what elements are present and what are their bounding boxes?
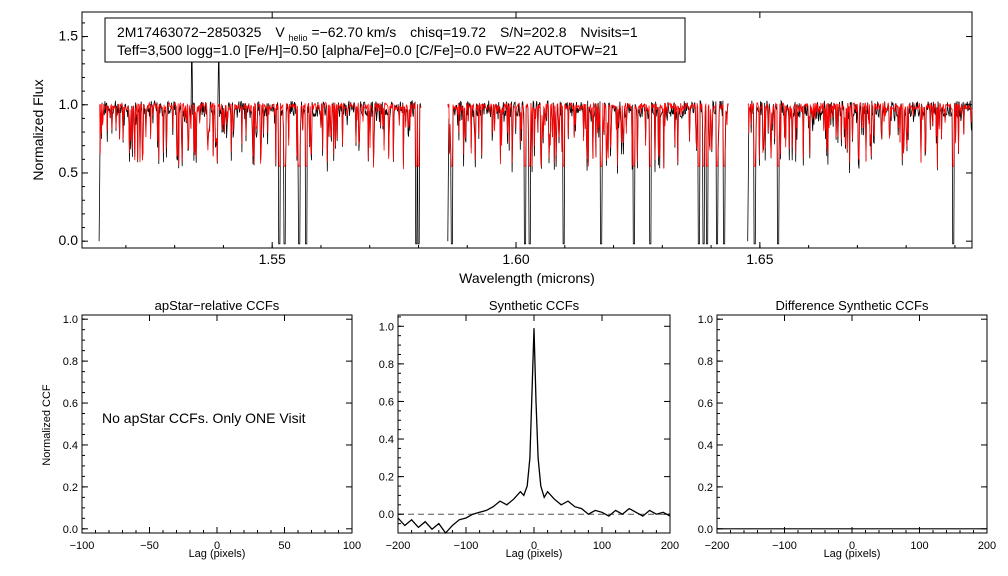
- spectrum-y-tick-label: 0.0: [59, 232, 79, 248]
- apstar-x-tick-label: 100: [343, 540, 361, 552]
- apstar-y-tick-label: 0.0: [63, 524, 78, 536]
- apstar-panel-title: apStar−relative CCFs: [155, 298, 280, 313]
- vhelio-value: =−62.70 km/s: [311, 24, 396, 40]
- chisq-value: chisq=19.72: [410, 24, 486, 40]
- difference-x-tick-label: 200: [978, 540, 996, 552]
- observed-spectrum-line: [98, 60, 422, 245]
- spectrum-y-tick-label: 0.5: [59, 164, 79, 180]
- synthetic-x-tick-label: −200: [386, 540, 411, 552]
- spectrum-y-axis-label: Normalized Flux: [30, 79, 46, 180]
- spectrum-y-tick-label: 1.5: [59, 28, 79, 44]
- apstar-y-tick-label: 0.6: [63, 398, 78, 410]
- difference-panel-title: Difference Synthetic CCFs: [776, 298, 929, 313]
- apstar-ccf-panel: −100 −50 0 50 100 0.0 0.2 0.4 0.6 0.8 1.0 apStar−…: [41, 298, 361, 560]
- model-spectrum-line: [98, 101, 422, 170]
- spectrum-data: [98, 60, 973, 245]
- difference-plot-frame: [716, 314, 988, 534]
- spectrum-info-line-1: 2M17463072−2850325 V helio =−62.70 km/s …: [117, 24, 638, 44]
- spectrum-x-axis-label: Wavelength (microns): [459, 270, 595, 286]
- spectrum-x-tick-label: 1.55: [259, 251, 286, 267]
- synthetic-x-tick-label: −100: [454, 540, 479, 552]
- star-id: 2M17463072−2850325: [117, 24, 262, 40]
- apstar-y-tick-label: 0.4: [63, 440, 78, 452]
- apstar-x-tick-label: −50: [140, 540, 159, 552]
- apstar-y-tick-label: 0.2: [63, 482, 78, 494]
- synthetic-x-tick-label: 0: [531, 540, 537, 552]
- nvisits-value: Nvisits=1: [580, 24, 637, 40]
- synthetic-y-ticks: 0.0 0.2 0.4 0.6 0.8 1.0: [379, 316, 670, 534]
- spectrum-x-tick-label: 1.65: [746, 251, 773, 267]
- difference-y-tick-label: 0.4: [698, 440, 713, 452]
- difference-y-tick-label: 1.0: [698, 314, 713, 326]
- model-spectrum-line: [747, 102, 973, 168]
- spectrum-x-tick-label: 1.60: [502, 251, 529, 267]
- spectrum-info-box: [104, 17, 686, 63]
- apstar-y-ticks: 0.0 0.2 0.4 0.6 0.8 1.0: [63, 314, 352, 536]
- difference-y-tick-label: 0.0: [698, 524, 713, 536]
- difference-y-tick-label: 0.8: [698, 356, 713, 368]
- difference-x-tick-label: 100: [910, 540, 928, 552]
- vhelio-label: V: [275, 24, 285, 40]
- snr-value: S/N=202.8: [500, 24, 567, 40]
- difference-x-axis-label: Lag (pixels): [824, 548, 881, 560]
- spectrum-y-ticks: 0.0 0.5 1.0 1.5: [59, 22, 972, 248]
- spectrum-panel: 1.55 1.60 1.65 0.0 0.5 1.0 1.5 2M17463072−285…: [30, 11, 973, 286]
- synthetic-y-tick-label: 1.0: [379, 321, 394, 333]
- difference-y-tick-label: 0.6: [698, 398, 713, 410]
- difference-x-ticks: −200 −100 0 100 200: [705, 315, 996, 552]
- model-spectrum-line: [447, 101, 729, 169]
- spectrum-x-ticks: 1.55 1.60 1.65: [125, 12, 956, 267]
- synthetic-y-tick-label: 0.2: [379, 472, 394, 484]
- synthetic-data: [397, 328, 671, 535]
- spectrum-y-tick-label: 1.0: [59, 96, 79, 112]
- apstar-x-tick-label: 50: [278, 540, 290, 552]
- synthetic-y-tick-label: 0.4: [379, 434, 394, 446]
- vhelio-subscript: helio: [289, 33, 308, 43]
- difference-x-tick-label: −200: [705, 540, 730, 552]
- apstar-x-tick-label: −100: [70, 540, 95, 552]
- difference-ccf-panel: −200 −100 0 100 200 0.0 0.2 0.4 0.6 0.8 1.0 Diffe…: [698, 298, 996, 560]
- apstar-x-ticks: −100 −50 0 50 100: [70, 315, 361, 552]
- spectrum-info-line-2: Teff=3,500 logg=1.0 [Fe/H]=0.50 [alpha/F…: [117, 42, 618, 58]
- synthetic-ccf-panel: −200 −100 0 100 200 0.0 0.2 0.4 0.6 0.8 1.0 Synth…: [379, 298, 679, 560]
- apstar-y-tick-label: 0.8: [63, 356, 78, 368]
- apstar-y-tick-label: 1.0: [63, 314, 78, 326]
- ccf-y-axis-label: Normalized CCF: [41, 384, 53, 466]
- synthetic-x-axis-label: Lag (pixels): [506, 548, 563, 560]
- synthetic-ccf-line: [397, 328, 671, 535]
- apstar-no-data-message: No apStar CCFs. Only ONE Visit: [102, 410, 306, 426]
- observed-spectrum-line: [747, 99, 973, 245]
- synthetic-y-tick-label: 0.8: [379, 359, 394, 371]
- synthetic-panel-title: Synthetic CCFs: [489, 298, 580, 313]
- synthetic-x-ticks: −200 −100 0 100 200: [386, 315, 679, 552]
- difference-x-tick-label: 0: [849, 540, 855, 552]
- spectrum-plot-frame: [81, 11, 973, 249]
- synthetic-x-tick-label: 100: [593, 540, 611, 552]
- apstar-x-tick-label: 0: [214, 540, 220, 552]
- synthetic-y-tick-label: 0.0: [379, 509, 394, 521]
- difference-x-tick-label: −100: [772, 540, 797, 552]
- difference-y-tick-label: 0.2: [698, 482, 713, 494]
- apstar-x-axis-label: Lag (pixels): [189, 548, 246, 560]
- difference-y-ticks: 0.0 0.2 0.4 0.6 0.8 1.0: [698, 314, 987, 536]
- synthetic-y-tick-label: 0.6: [379, 396, 394, 408]
- synthetic-x-tick-label: 200: [661, 540, 679, 552]
